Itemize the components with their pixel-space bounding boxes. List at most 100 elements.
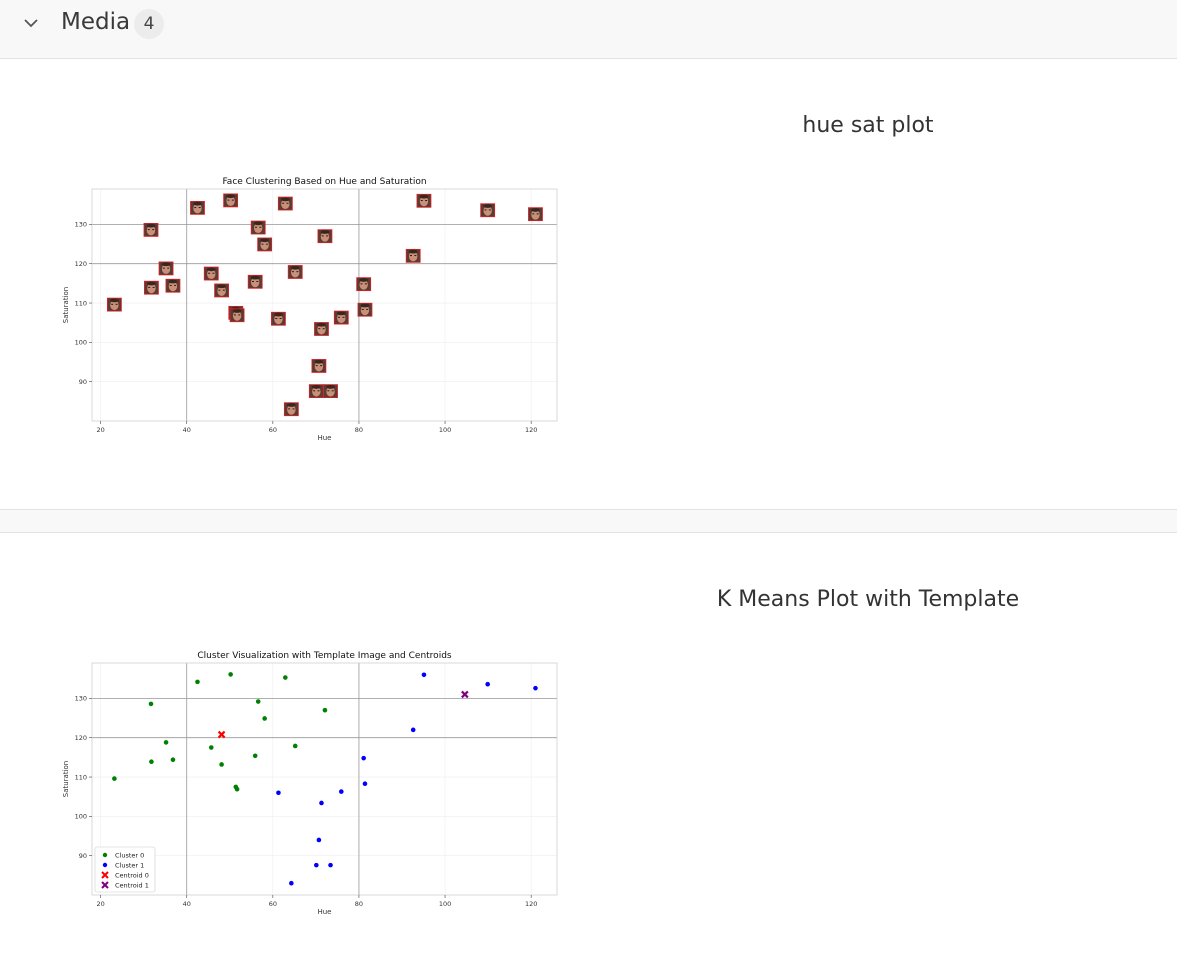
cluster-point: [361, 755, 366, 761]
face-thumbnail-point: [405, 248, 421, 263]
eye-icon: [265, 243, 268, 245]
y-tick-label: 90: [79, 852, 87, 860]
eye-icon: [231, 199, 234, 201]
face-icon: [193, 203, 202, 214]
eye-icon: [320, 365, 323, 367]
face-thumbnail-point: [190, 200, 205, 215]
cluster-point: [421, 672, 427, 678]
y-tick-label: 130: [75, 221, 87, 229]
hair-icon: [161, 262, 171, 267]
y-tick-label: 110: [75, 773, 87, 781]
panel-separator: [0, 509, 1177, 533]
eye-icon: [532, 213, 535, 215]
x-tick-label: 20: [96, 426, 104, 434]
eye-icon: [169, 284, 172, 286]
eye-icon: [286, 202, 289, 204]
face-thumbnail-point: [311, 359, 327, 373]
cluster-point: [314, 862, 319, 868]
face-icon: [147, 283, 156, 294]
hair-icon: [483, 204, 493, 208]
cluster-point: [219, 762, 224, 767]
cluster-point: [234, 786, 240, 792]
cluster-point: [328, 862, 333, 868]
cluster-point: [283, 675, 288, 680]
hair-icon: [253, 221, 263, 226]
eye-icon: [238, 314, 241, 316]
legend-marker: [102, 862, 108, 868]
eye-icon: [414, 255, 417, 257]
media-count-badge: 4: [134, 9, 164, 39]
face-icon: [232, 310, 242, 321]
cluster-point: [276, 790, 281, 796]
face-thumbnail-point: [283, 402, 299, 417]
face-thumbnail-point: [323, 384, 338, 399]
chart-title: Face Clustering Based on Hue and Saturat…: [222, 177, 426, 187]
face-thumbnail-point: [158, 261, 174, 276]
face-thumbnail-point: [223, 193, 239, 208]
eye-icon: [420, 199, 423, 201]
hair-icon: [168, 279, 178, 284]
face-thumbnail-point: [356, 277, 372, 292]
hair-icon: [311, 385, 321, 389]
face-thumbnail-point: [333, 310, 349, 325]
y-tick-label: 120: [75, 734, 87, 742]
eye-icon: [364, 283, 367, 285]
legend-label: Cluster 1: [115, 861, 144, 869]
face-icon: [312, 386, 321, 397]
y-axis-label: Saturation: [62, 287, 70, 324]
eye-icon: [338, 316, 341, 318]
hair-icon: [320, 230, 330, 234]
chevron-down-icon[interactable]: [22, 14, 40, 32]
y-tick-label: 90: [79, 378, 87, 386]
face-thumbnail-point: [214, 283, 229, 298]
cluster-point: [255, 699, 261, 704]
face-icon: [326, 386, 335, 397]
hair-icon: [360, 303, 370, 308]
x-axis-label: Hue: [317, 434, 331, 442]
face-thumbnail-point: [144, 280, 159, 295]
legend-label: Centroid 0: [115, 871, 149, 879]
eye-icon: [259, 226, 262, 228]
cluster-point: [362, 781, 368, 787]
face-thumbnail-point: [257, 237, 273, 252]
hair-icon: [314, 359, 324, 364]
face-icon: [168, 281, 178, 292]
centroid-stroke: [217, 730, 226, 739]
face-icon: [483, 205, 492, 216]
eye-icon: [366, 308, 369, 310]
x-tick-label: 20: [96, 900, 104, 908]
hair-icon: [193, 201, 202, 206]
centroid-marker: [217, 730, 226, 739]
kmeans-cluster-chart: 20 40 60 80 100 120 90 100 110 120 130 Cluster Visu…: [62, 651, 558, 916]
face-icon: [408, 251, 418, 262]
eye-icon: [275, 317, 278, 319]
legend-label: Cluster 0: [115, 851, 144, 859]
eye-icon: [536, 213, 539, 215]
face-thumbnail-point: [247, 274, 263, 289]
chart-title: Cluster Visualization with Template Imag…: [197, 651, 452, 661]
face-icon: [207, 269, 216, 280]
y-tick-label: 120: [75, 260, 87, 268]
eye-icon: [218, 289, 221, 291]
face-icon: [320, 231, 330, 242]
eye-icon: [321, 235, 324, 237]
hair-icon: [146, 223, 156, 228]
eye-icon: [174, 284, 177, 286]
eye-icon: [360, 283, 363, 285]
eye-icon: [326, 235, 329, 237]
face-icon: [281, 199, 290, 210]
face-icon: [314, 361, 324, 372]
eye-icon: [208, 272, 211, 274]
legend-marker: [102, 852, 108, 858]
eye-icon: [227, 199, 230, 201]
cluster-point: [148, 701, 154, 707]
eye-icon: [212, 272, 215, 274]
cluster-point: [533, 685, 538, 691]
cluster-point: [252, 753, 258, 759]
eye-icon: [152, 229, 155, 231]
eye-icon: [256, 281, 259, 282]
face-icon: [260, 239, 269, 250]
panel-title[interactable]: Media: [61, 9, 131, 35]
face-icon: [161, 263, 171, 274]
hair-icon: [280, 197, 290, 202]
